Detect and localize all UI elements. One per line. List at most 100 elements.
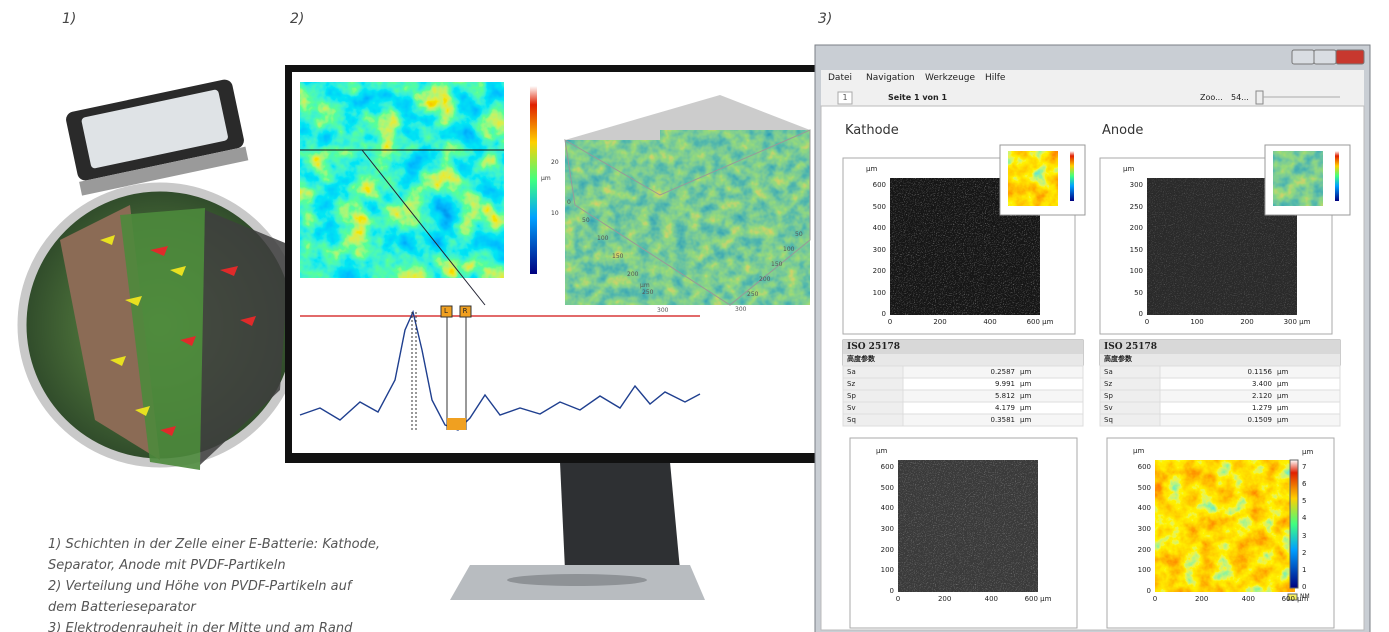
y-tick-label: 600 bbox=[881, 464, 894, 471]
surface-axis-unit: µm bbox=[640, 283, 650, 289]
param-name: Sq bbox=[847, 417, 856, 424]
caption-line: Separator, Anode mit PVDF-Partikeln bbox=[48, 559, 286, 572]
cursor-label: R bbox=[463, 308, 468, 315]
y-tick-label: 0 bbox=[890, 588, 894, 595]
caption-line: dem Batterieseparator bbox=[48, 601, 196, 614]
x-tick-label: 600 µm bbox=[1025, 596, 1052, 603]
y-tick-label: 400 bbox=[873, 225, 886, 232]
menu-item[interactable]: Navigation bbox=[866, 74, 915, 83]
param-value: 2.120 bbox=[1252, 393, 1272, 400]
caption-line: 3) Elektrodenrauheit in der Mitte und am… bbox=[48, 622, 352, 632]
surface-axis-tick: 300 bbox=[735, 307, 746, 313]
figure-label: 3) bbox=[818, 12, 832, 26]
colorbar-tick: 4 bbox=[1302, 515, 1306, 522]
surface-axis-tick: 150 bbox=[771, 262, 782, 268]
zoom-label: Zoo... bbox=[1200, 94, 1223, 102]
monitor bbox=[285, 65, 830, 600]
param-value: 0.1509 bbox=[1248, 417, 1273, 424]
x-tick-label: 100 bbox=[1190, 319, 1203, 326]
colorbar-tick: 5 bbox=[1302, 498, 1306, 505]
y-tick-label: 200 bbox=[1138, 547, 1151, 554]
param-unit: µm bbox=[1020, 405, 1031, 412]
param-unit: µm bbox=[1020, 393, 1031, 400]
figure-label: 1) bbox=[62, 12, 76, 26]
param-unit: µm bbox=[1277, 369, 1288, 376]
surface-axis-tick: 200 bbox=[759, 277, 770, 283]
y-tick-label: 0 bbox=[1147, 588, 1151, 595]
table-title: ISO 25178 bbox=[847, 343, 900, 352]
param-name: Sp bbox=[1104, 393, 1113, 400]
y-tick-label: 600 bbox=[1138, 464, 1151, 471]
page: 1) 2) 3) 1) Schichten in der Zelle einer E-… bbox=[0, 0, 1389, 632]
colorbar-tick: 20 bbox=[551, 160, 559, 166]
table-subtitle: 高度参数 bbox=[847, 356, 875, 363]
param-unit: µm bbox=[1020, 417, 1031, 424]
colorbar-tick: 0 bbox=[1302, 584, 1306, 591]
y-tick-label: 100 bbox=[873, 290, 886, 297]
figure-label: 2) bbox=[290, 12, 304, 26]
inset-map bbox=[1273, 151, 1323, 206]
colorbar-tick: 10 bbox=[551, 211, 559, 217]
table-subheader bbox=[1100, 354, 1340, 366]
surface-axis-tick: 50 bbox=[795, 232, 803, 238]
param-value: 4.179 bbox=[995, 405, 1015, 412]
x-tick-label: 400 bbox=[1242, 596, 1255, 603]
surface-axis-tick: 100 bbox=[783, 247, 794, 253]
x-tick-label: 0 bbox=[888, 319, 892, 326]
x-tick-label: 400 bbox=[983, 319, 996, 326]
x-tick-label: 200 bbox=[1240, 319, 1253, 326]
x-tick-label: 600 µm bbox=[1027, 319, 1054, 326]
surface-axis-tick: 250 bbox=[747, 292, 758, 298]
colorbar-unit: µm bbox=[1302, 449, 1313, 456]
x-tick-label: 300 µm bbox=[1284, 319, 1311, 326]
y-tick-label: 400 bbox=[881, 505, 894, 512]
y-tick-label: 200 bbox=[881, 547, 894, 554]
param-unit: µm bbox=[1277, 381, 1288, 388]
y-tick-label: 100 bbox=[1138, 567, 1151, 574]
panel-title: Anode bbox=[1102, 124, 1143, 137]
param-name: Sz bbox=[1104, 381, 1112, 388]
param-name: Sp bbox=[847, 393, 856, 400]
param-name: Sv bbox=[1104, 405, 1113, 412]
colorbar-tick: 7 bbox=[1302, 464, 1306, 471]
table-subtitle: 高度参数 bbox=[1104, 356, 1132, 363]
param-unit: µm bbox=[1277, 417, 1288, 424]
axis-unit: µm bbox=[1123, 166, 1134, 173]
axis-unit: µm bbox=[876, 448, 887, 455]
y-tick-label: 300 bbox=[1130, 182, 1143, 189]
param-value: 9.991 bbox=[995, 381, 1015, 388]
colorbar-tick: 3 bbox=[1302, 533, 1306, 540]
caption-line: 2) Verteilung und Höhe von PVDF-Partikel… bbox=[48, 580, 351, 593]
roughness-noise bbox=[898, 460, 1038, 592]
param-name: Sa bbox=[847, 369, 856, 376]
menu-item[interactable]: Werkzeuge bbox=[925, 74, 975, 83]
colorbar-tick: 6 bbox=[1302, 481, 1306, 488]
y-tick-label: 200 bbox=[873, 268, 886, 275]
caption-line: 1) Schichten in der Zelle einer E-Batter… bbox=[48, 538, 380, 551]
inset-colorbar bbox=[1070, 151, 1074, 201]
x-tick-label: 0 bbox=[1153, 596, 1157, 603]
x-tick-label: 200 bbox=[933, 319, 946, 326]
surface-axis-tick: 250 bbox=[642, 290, 653, 296]
colorbar-tick: 2 bbox=[1302, 550, 1306, 557]
surface-axis-tick: 300 bbox=[657, 308, 668, 314]
y-tick-label: 100 bbox=[1130, 268, 1143, 275]
y-tick-label: 500 bbox=[873, 204, 886, 211]
param-value: 0.1156 bbox=[1248, 369, 1273, 376]
y-tick-label: 150 bbox=[1130, 247, 1143, 254]
surface-axis-tick: 100 bbox=[597, 236, 608, 242]
colorbar bbox=[1290, 460, 1298, 588]
cursor-label: L bbox=[444, 308, 448, 315]
surface-axis-tick: 200 bbox=[627, 272, 638, 278]
y-tick-label: 300 bbox=[881, 526, 894, 533]
surface-axis-tick: 0 bbox=[567, 200, 571, 206]
height-map bbox=[1155, 460, 1295, 592]
menu-item[interactable]: Datei bbox=[828, 74, 852, 83]
battery-illustration bbox=[22, 78, 298, 470]
param-value: 0.3581 bbox=[991, 417, 1016, 424]
param-value: 0.2587 bbox=[991, 369, 1016, 376]
y-tick-label: 250 bbox=[1130, 204, 1143, 211]
menu-item[interactable]: Hilfe bbox=[985, 74, 1005, 83]
surface-axis-tick: 50 bbox=[582, 218, 590, 224]
param-value: 5.812 bbox=[995, 393, 1015, 400]
